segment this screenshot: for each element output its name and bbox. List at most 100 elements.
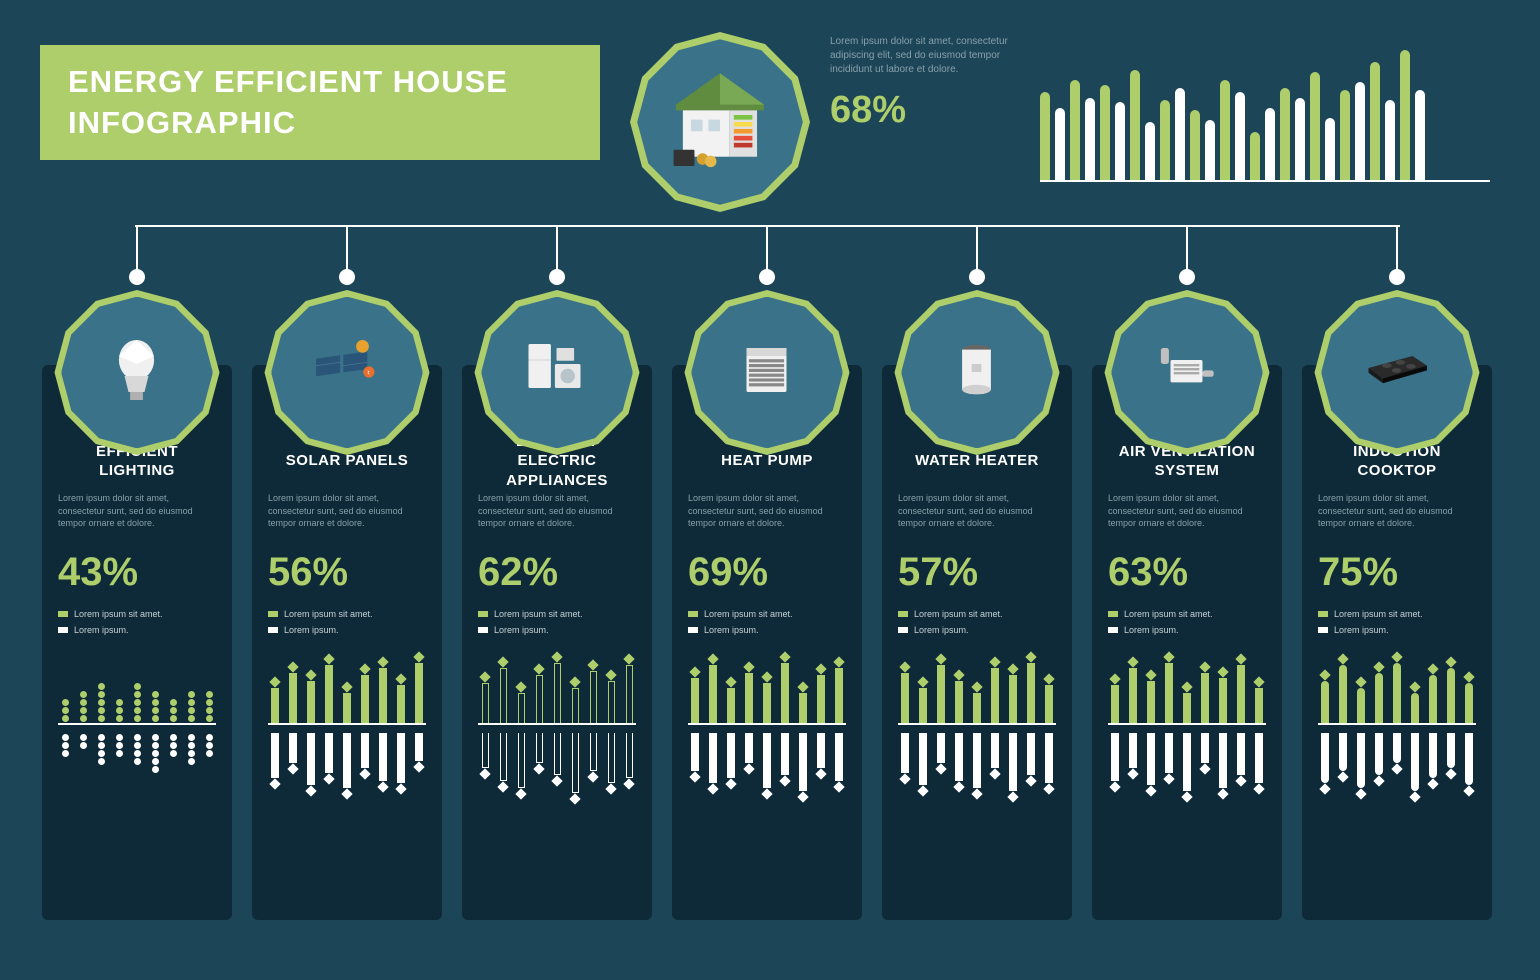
category-legend: Lorem ipsum sit amet. Lorem ipsum. [688,609,846,635]
top-chart-bar [1070,80,1080,180]
category-column: HEAT PUMP Lorem ipsum dolor sit amet, co… [672,225,862,920]
connector-dot [759,269,775,285]
category-column: AIR VENTILATION SYSTEM Lorem ipsum dolor… [1092,225,1282,920]
legend-label: Lorem ipsum. [74,625,129,635]
legend-item: Lorem ipsum. [1108,625,1266,635]
category-chart [478,653,636,803]
solar-icon [307,332,387,412]
waterheater-icon [937,332,1017,412]
chart-up-bars [268,653,426,803]
category-desc: Lorem ipsum dolor sit amet, consectetur … [268,492,426,542]
page-title: ENERGY EFFICIENT HOUSEINFOGRAPHIC [68,62,508,143]
chart-axis [478,723,636,725]
chart-axis [688,723,846,725]
top-chart-bar [1250,132,1260,180]
category-badge-inner [481,297,633,449]
legend-label: Lorem ipsum. [494,625,549,635]
chart-axis [58,723,216,725]
connector-vertical [346,225,348,275]
top-chart-bar [1325,118,1335,180]
ventilation-icon [1147,332,1227,412]
top-chart-bar [1160,100,1170,180]
legend-label: Lorem ipsum. [914,625,969,635]
heatpump-icon [727,332,807,412]
legend-swatch [898,627,908,633]
top-chart-bar [1295,98,1305,180]
legend-label: Lorem ipsum sit amet. [284,609,373,619]
category-column: WATER HEATER Lorem ipsum dolor sit amet,… [882,225,1072,920]
category-legend: Lorem ipsum sit amet. Lorem ipsum. [1318,609,1476,635]
top-chart-bar [1235,92,1245,180]
top-chart-bar [1205,120,1215,180]
top-chart-bar [1220,80,1230,180]
legend-label: Lorem ipsum sit amet. [1334,609,1423,619]
legend-label: Lorem ipsum sit amet. [74,609,163,619]
category-percentage: 43% [58,550,216,595]
top-chart-bar [1115,102,1125,180]
top-chart-bar [1190,110,1200,180]
connector-vertical [976,225,978,275]
legend-swatch [478,627,488,633]
top-chart-bar [1340,90,1350,180]
connector-dot [129,269,145,285]
legend-swatch [1318,611,1328,617]
legend-label: Lorem ipsum sit amet. [914,609,1003,619]
chart-up-bars [898,653,1056,803]
category-desc: Lorem ipsum dolor sit amet, consectetur … [478,492,636,542]
top-chart-bar [1175,88,1185,180]
legend-swatch [58,611,68,617]
legend-label: Lorem ipsum. [284,625,339,635]
legend-label: Lorem ipsum sit amet. [1124,609,1213,619]
top-chart-bar [1280,88,1290,180]
legend-swatch [688,627,698,633]
legend-swatch [1108,611,1118,617]
summary-text: Lorem ipsum dolor sit amet, consectetur … [830,35,1010,77]
legend-swatch [268,627,278,633]
connector-vertical [1396,225,1398,275]
connector-dot [1389,269,1405,285]
category-percentage: 75% [1318,550,1476,595]
category-legend: Lorem ipsum sit amet. Lorem ipsum. [268,609,426,635]
category-chart [58,653,216,803]
legend-item: Lorem ipsum. [58,625,216,635]
connector-dot [1179,269,1195,285]
legend-swatch [268,611,278,617]
infographic-canvas: ENERGY EFFICIENT HOUSEINFOGRAPHIC [0,0,1540,980]
category-chart [268,653,426,803]
top-chart-bar [1100,85,1110,180]
chart-up-bars [688,653,846,803]
category-column: EFFICIENT ELECTRIC APPLIANCES Lorem ipsu… [462,225,652,920]
top-chart-bar [1055,108,1065,180]
legend-item: Lorem ipsum. [1318,625,1476,635]
top-bar-chart [1040,42,1490,182]
chart-axis [1108,723,1266,725]
chart-up-bars [478,653,636,803]
connector-vertical [1186,225,1188,275]
legend-item: Lorem ipsum sit amet. [688,609,846,619]
connector-vertical [766,225,768,275]
category-badge-inner [901,297,1053,449]
top-chart-bar [1385,100,1395,180]
legend-swatch [898,611,908,617]
top-chart-bar [1415,90,1425,180]
chart-up-bars [1108,653,1266,803]
top-chart-bar [1355,82,1365,180]
category-badge-inner [1111,297,1263,449]
category-chart [1108,653,1266,803]
legend-item: Lorem ipsum sit amet. [478,609,636,619]
legend-label: Lorem ipsum. [1334,625,1389,635]
category-chart [1318,653,1476,803]
category-legend: Lorem ipsum sit amet. Lorem ipsum. [58,609,216,635]
summary-percentage: 68% [830,89,1010,132]
top-chart-bar [1265,108,1275,180]
category-percentage: 62% [478,550,636,595]
top-chart-bar [1040,92,1050,180]
category-legend: Lorem ipsum sit amet. Lorem ipsum. [898,609,1056,635]
legend-swatch [1108,627,1118,633]
category-badge-inner [61,297,213,449]
category-badge-inner [271,297,423,449]
category-badge-inner [1321,297,1473,449]
connector-vertical [556,225,558,275]
category-percentage: 63% [1108,550,1266,595]
category-desc: Lorem ipsum dolor sit amet, consectetur … [58,492,216,542]
